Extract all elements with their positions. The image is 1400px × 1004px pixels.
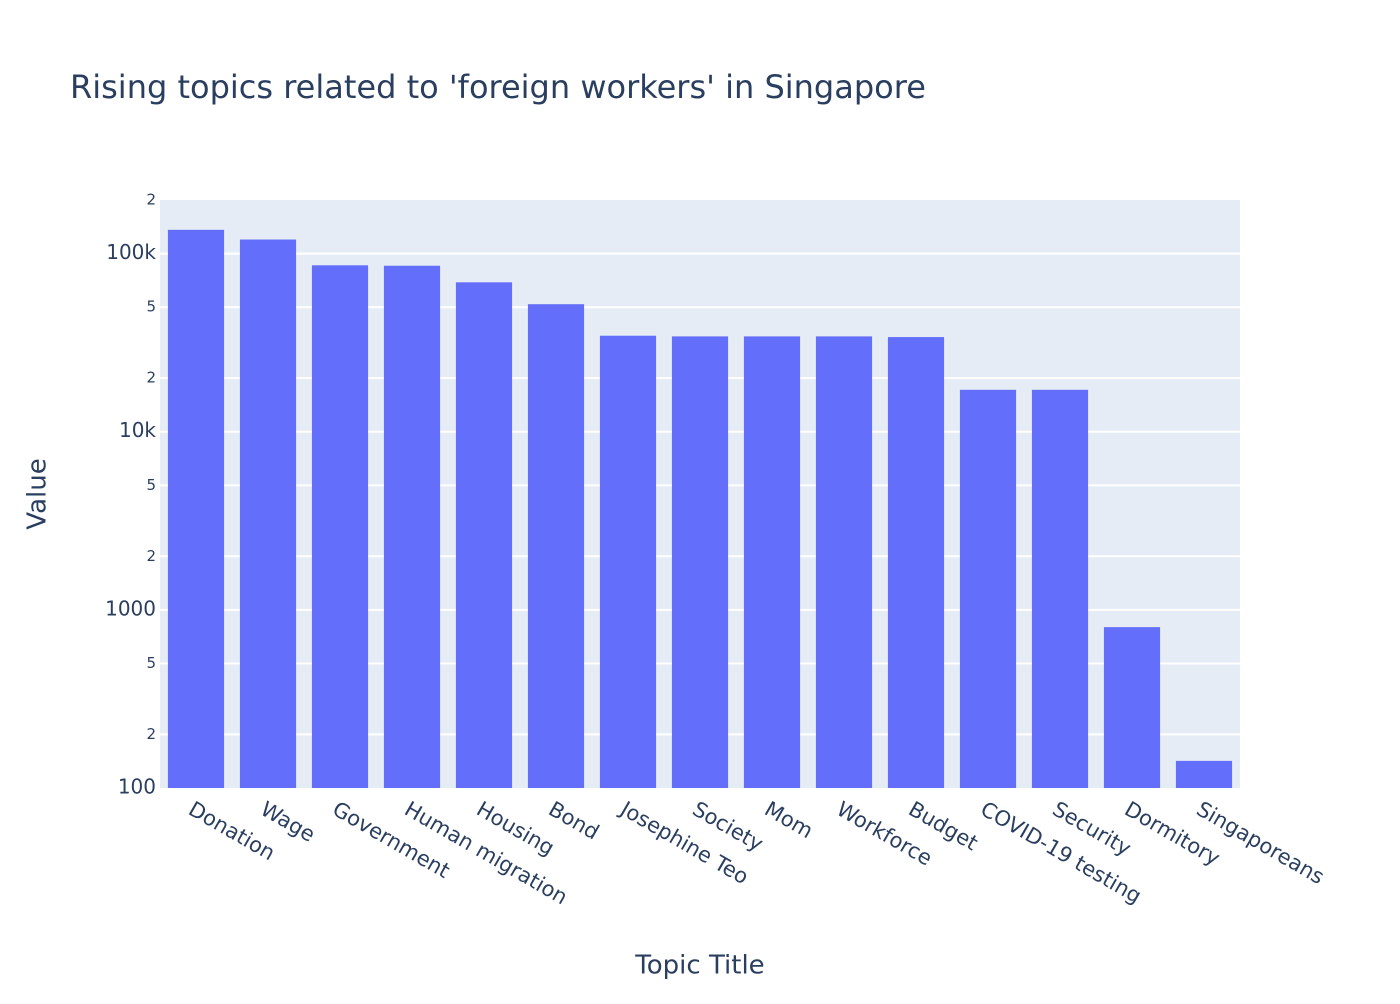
bar: [527, 304, 585, 788]
y-tick-label: 100k: [106, 240, 156, 264]
chart-title: Rising topics related to 'foreign worker…: [70, 68, 926, 106]
y-tick-label: 5: [146, 654, 156, 672]
bar: [167, 229, 225, 789]
bar: [743, 336, 801, 788]
bar: [815, 336, 873, 788]
bar: [311, 265, 369, 788]
y-tick-label: 5: [146, 476, 156, 494]
x-tick-label: Mom: [761, 797, 818, 844]
bar: [239, 239, 297, 788]
y-tick-label: 2: [146, 547, 156, 565]
bar: [887, 337, 945, 788]
bar: [671, 336, 729, 788]
bar: [383, 265, 441, 788]
bar: [455, 282, 513, 788]
y-tick-label: 1000: [105, 596, 156, 620]
bar: [1175, 760, 1233, 788]
bar: [599, 335, 657, 788]
y-tick-label: 2: [146, 369, 156, 387]
bar: [1031, 389, 1089, 788]
y-tick-label: 100: [118, 775, 156, 799]
y-tick-label: 10k: [119, 418, 156, 442]
y-axis-title: Value: [23, 458, 53, 529]
x-axis-title: Topic Title: [634, 951, 764, 981]
y-tick-label: 2: [146, 191, 156, 209]
y-tick-label: 2: [146, 725, 156, 743]
bar: [1103, 627, 1161, 788]
y-tick-label: 5: [146, 298, 156, 316]
bar: [959, 389, 1017, 788]
